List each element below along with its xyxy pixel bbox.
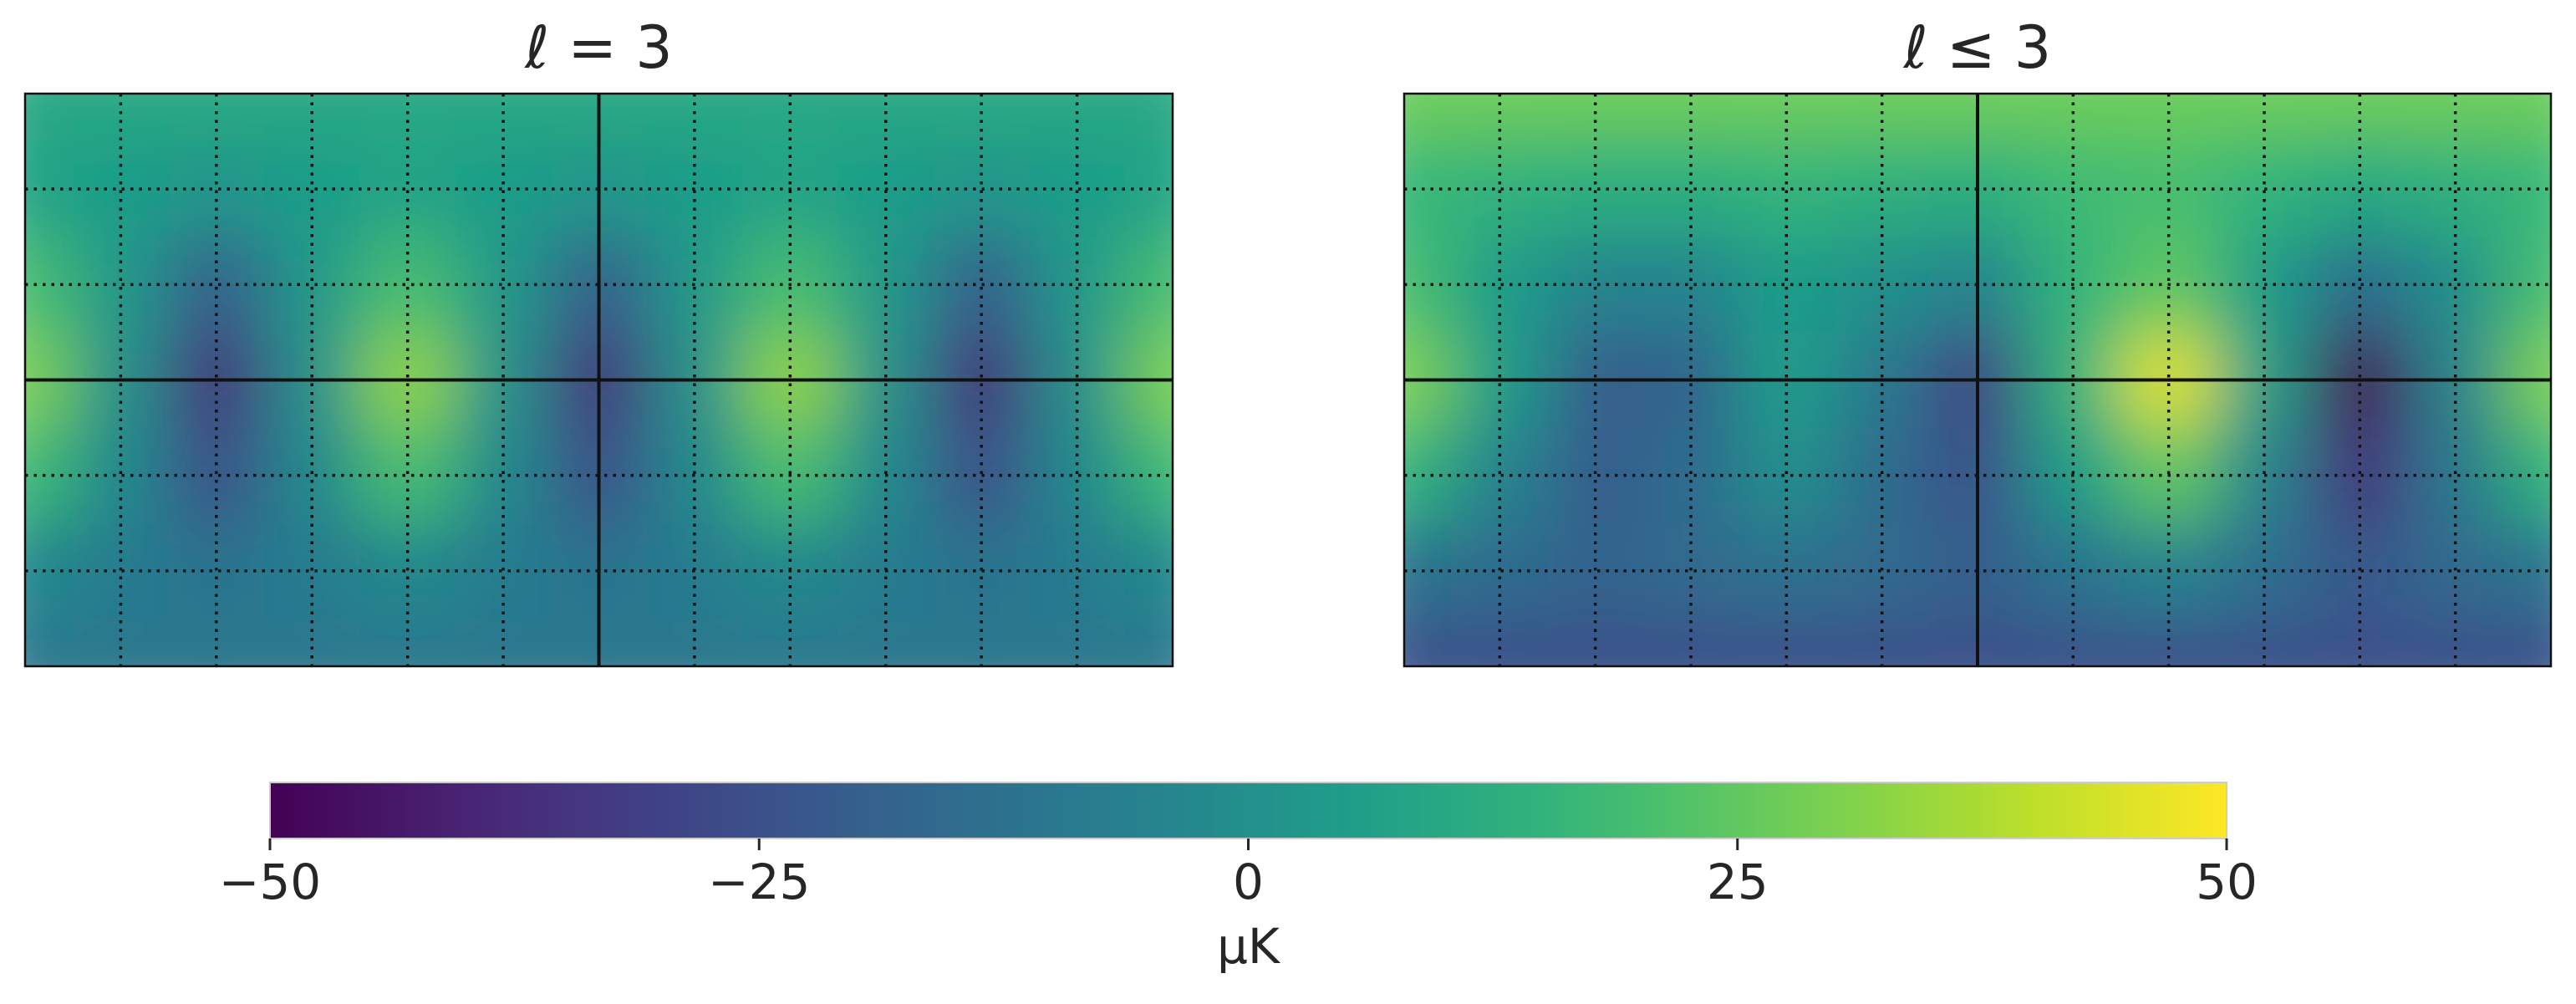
heatmap-cell [1834, 237, 1931, 334]
heatmap-cell [1404, 618, 1453, 666]
heatmap-cell [2502, 94, 2551, 143]
heatmap-cell [1124, 618, 1173, 666]
heatmap-cell [359, 427, 456, 524]
heatmap-cell [25, 94, 74, 143]
heatmap-cell [25, 522, 74, 619]
colorbar-tick-label: 50 [2196, 854, 2258, 910]
heatmap-cell [455, 94, 552, 143]
heatmap-cell [2502, 618, 2551, 666]
heatmap-cell [359, 94, 456, 143]
heatmap-cell [1124, 94, 1173, 143]
heatmap-cell [1739, 94, 1835, 143]
heatmap-cell [2502, 141, 2551, 238]
heatmap-cell [837, 94, 934, 143]
heatmap-cell [2407, 237, 2504, 334]
heatmap-cell [1404, 522, 1453, 619]
colorbar-tick-label: −50 [219, 854, 321, 910]
heatmap-cell [2025, 94, 2122, 143]
heatmap-cell [1642, 94, 1740, 143]
heatmap-cell [455, 427, 552, 524]
colorbar-tick-label: −25 [708, 854, 810, 910]
heatmap-cell [25, 237, 74, 334]
colorbar [269, 782, 2227, 839]
heatmap-cell [646, 94, 744, 143]
heatmap-cell [1404, 427, 1453, 524]
map-border [1403, 92, 2553, 668]
heatmap-cell [264, 427, 361, 524]
colorbar-tick-label: 0 [1233, 854, 1264, 910]
heatmap-cell [1452, 94, 1549, 143]
colorbar-label: μK [1217, 918, 1281, 975]
heatmap-cell [2502, 522, 2551, 619]
heatmap-cell [2120, 94, 2217, 143]
heatmap-cell [1739, 237, 1835, 334]
heatmap-cell [25, 618, 74, 666]
heatmap-cell [2312, 94, 2409, 143]
heatmap-cell [933, 94, 1031, 143]
heatmap-cell [168, 94, 266, 143]
heatmap-cell [2407, 427, 2504, 524]
panel-title: ℓ = 3 [524, 13, 673, 82]
heatmap-cell [1547, 427, 1644, 524]
heatmap-cell [264, 94, 361, 143]
heatmap-cell [168, 427, 266, 524]
heatmap-cell [1404, 141, 1453, 238]
heatmap-cell [1547, 237, 1644, 334]
heatmap-cell [1029, 94, 1126, 143]
heatmap-cell [2216, 94, 2314, 143]
heatmap-cell [1739, 427, 1835, 524]
heatmap-cell [1834, 427, 1931, 524]
heatmap-cell [2407, 94, 2504, 143]
heatmap-cell [1642, 237, 1740, 334]
heatmap-cell [168, 237, 266, 334]
heatmap-cell [1642, 427, 1740, 524]
heatmap-cell [264, 237, 361, 334]
heatmap-cell [1834, 94, 1931, 143]
heatmap-cell [1547, 94, 1644, 143]
heatmap-cell [455, 237, 552, 334]
map-border [23, 92, 1174, 668]
panel-title: ℓ ≤ 3 [1903, 13, 2052, 82]
colorbar-tick-label: 25 [1707, 854, 1769, 910]
heatmap-cell [25, 141, 74, 238]
heatmap-cell [2502, 427, 2551, 524]
heatmap-cell [73, 94, 170, 143]
heatmap-cell [25, 427, 74, 524]
heatmap-cell [742, 94, 839, 143]
heatmap-cell [359, 237, 456, 334]
heatmap-cell [2502, 237, 2551, 334]
heatmap-cell [1404, 94, 1453, 143]
heatmap-cell [1404, 237, 1453, 334]
